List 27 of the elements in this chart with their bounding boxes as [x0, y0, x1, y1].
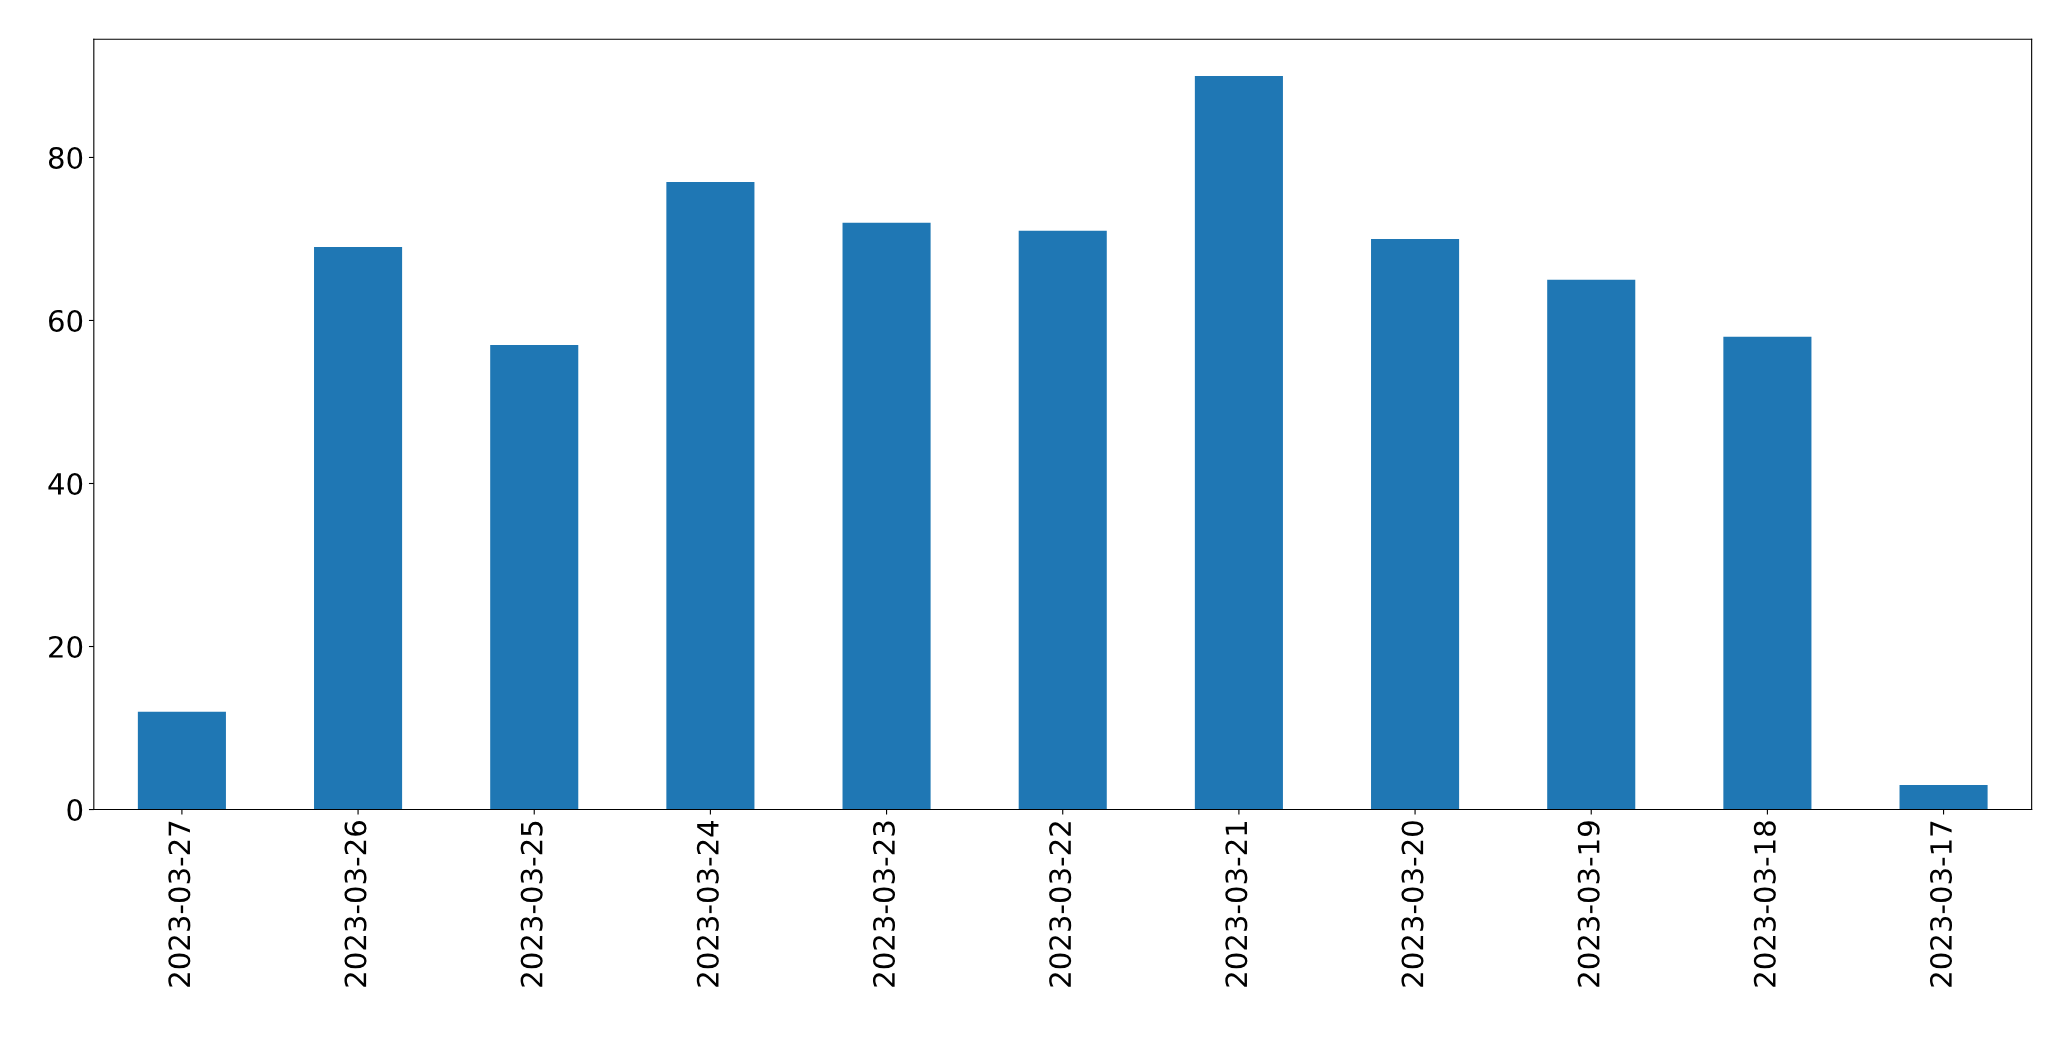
x-tick-label: 2023-03-26	[344, 821, 367, 987]
x-tick-label: 2023-03-20	[1401, 821, 1424, 987]
bar	[1194, 75, 1283, 810]
y-tick-label: 80	[48, 146, 83, 169]
x-tick-label: 2023-03-17	[1929, 821, 1953, 987]
x-tick-label: 2023-03-19	[1577, 821, 1600, 987]
y-tick-label: 60	[49, 309, 83, 332]
y-tick-label: 40	[48, 472, 83, 495]
x-tick-label: 2023-03-21	[1225, 821, 1248, 987]
x-tick-label: 2023-03-23	[872, 821, 896, 987]
bar	[1018, 230, 1107, 810]
y-tick-label: 0	[67, 798, 83, 822]
x-tick-label: 2023-03-22	[1049, 822, 1072, 987]
bar	[1723, 336, 1812, 810]
x-tick-label: 2023-03-24	[696, 820, 719, 987]
bar	[1899, 785, 1988, 810]
x-tick-label: 2023-03-25	[520, 821, 543, 987]
bar	[137, 711, 226, 810]
y-tick-label: 20	[49, 635, 83, 659]
x-tick-label: 2023-03-18	[1753, 821, 1776, 987]
bar	[1371, 238, 1460, 810]
bar	[314, 247, 403, 810]
bar	[842, 222, 931, 810]
x-tick-label: 2023-03-27	[168, 821, 191, 987]
bar	[666, 181, 755, 810]
bar	[490, 344, 579, 810]
bar	[1547, 279, 1636, 810]
